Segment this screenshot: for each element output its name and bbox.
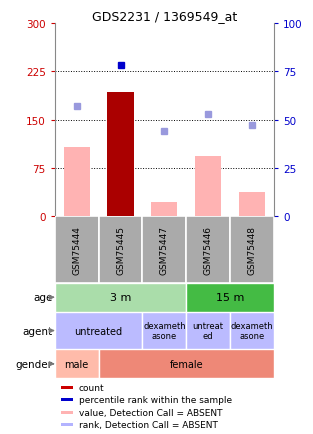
Text: GSM75448: GSM75448 (248, 226, 256, 274)
Bar (186, 312, 230, 349)
Bar (239, 193, 265, 217)
Bar (186, 217, 230, 283)
Bar (55, 349, 99, 378)
Text: value, Detection Call = ABSENT: value, Detection Call = ABSENT (79, 408, 222, 417)
Bar (61, 411, 73, 414)
Bar (151, 203, 177, 217)
Text: GSM75445: GSM75445 (116, 226, 125, 274)
Bar (61, 398, 73, 401)
Bar (55, 312, 142, 349)
Text: untreat
ed: untreat ed (192, 321, 224, 340)
Text: 15 m: 15 m (216, 293, 244, 302)
Text: age: age (33, 293, 53, 302)
Text: GSM75446: GSM75446 (204, 226, 213, 274)
Text: untreated: untreated (74, 326, 123, 336)
Text: female: female (169, 359, 203, 369)
Text: dexameth
asone: dexameth asone (231, 321, 273, 340)
Bar (195, 157, 221, 217)
Bar (99, 349, 274, 378)
Bar (55, 283, 186, 312)
Bar (186, 283, 274, 312)
Bar (230, 312, 274, 349)
Bar (55, 217, 99, 283)
Bar (61, 423, 73, 426)
Text: gender: gender (16, 359, 53, 369)
Title: GDS2231 / 1369549_at: GDS2231 / 1369549_at (92, 10, 237, 23)
Bar (61, 386, 73, 389)
Bar (230, 217, 274, 283)
Text: agent: agent (23, 326, 53, 336)
Bar (107, 93, 134, 217)
Bar (142, 217, 186, 283)
Bar (99, 217, 142, 283)
Text: count: count (79, 383, 105, 392)
Text: percentile rank within the sample: percentile rank within the sample (79, 395, 232, 404)
Bar (142, 312, 186, 349)
Text: GSM75447: GSM75447 (160, 226, 169, 274)
Text: 3 m: 3 m (110, 293, 131, 302)
Text: male: male (64, 359, 89, 369)
Text: GSM75444: GSM75444 (72, 226, 81, 274)
Text: rank, Detection Call = ABSENT: rank, Detection Call = ABSENT (79, 420, 218, 429)
Bar (64, 148, 90, 217)
Text: dexameth
asone: dexameth asone (143, 321, 186, 340)
